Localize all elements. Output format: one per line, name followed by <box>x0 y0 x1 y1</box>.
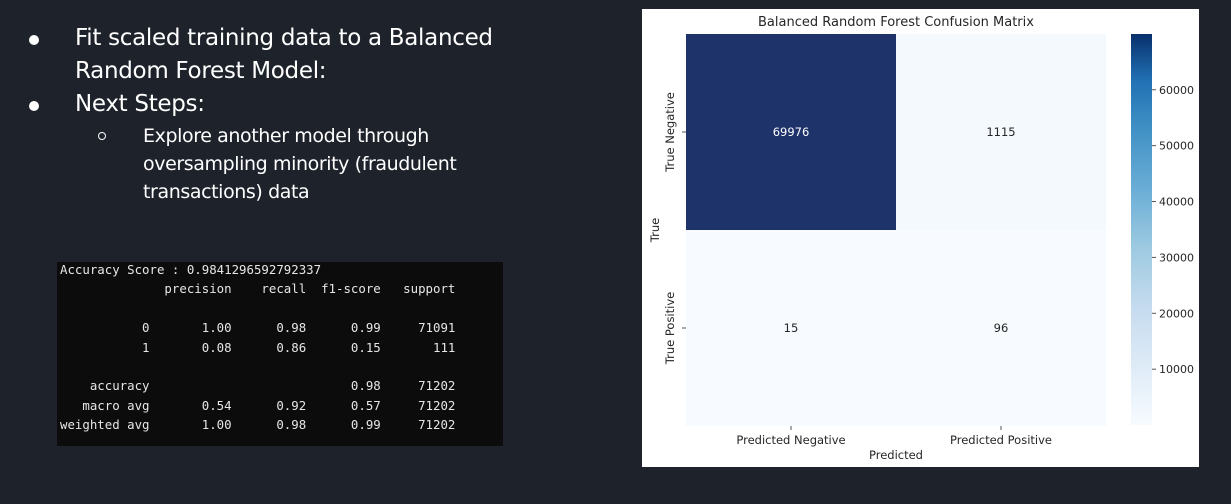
colorbar-tick-label: 30000 <box>1159 251 1194 264</box>
colorbar-tick-label: 50000 <box>1159 140 1194 153</box>
x-tick-label: Predicted Positive <box>950 433 1052 447</box>
y-tick-label: True Negative <box>663 92 677 173</box>
report-line: 1 0.08 0.86 0.15 111 <box>60 339 456 355</box>
cell-value-label: 15 <box>784 321 799 335</box>
bullet-dot <box>29 35 39 45</box>
heatmap-cell <box>686 34 896 230</box>
report-line: precision recall f1-score support <box>60 281 456 297</box>
colorbar-tick-label: 40000 <box>1159 196 1194 209</box>
x-axis-label: Predicted <box>869 448 923 462</box>
heatmap-cell <box>896 230 1106 426</box>
colorbar-tick-label: 60000 <box>1159 84 1194 97</box>
bullet-text: Fit scaled training data to a Balanced <box>75 25 493 51</box>
cell-value-label: 96 <box>994 321 1009 335</box>
confusion-matrix-svg: Balanced Random Forest Confusion Matrix … <box>648 15 1194 462</box>
sub-bullet-ring <box>98 132 106 140</box>
heatmap-cell-labels: 69976 1115 15 96 <box>773 125 1016 335</box>
heatmap-cell <box>686 230 896 426</box>
bullet-text: Next Steps: <box>75 91 205 117</box>
report-line: weighted avg 1.00 0.98 0.99 71202 <box>60 417 456 433</box>
cell-value-label: 1115 <box>986 125 1015 139</box>
bullet-dot <box>29 101 39 111</box>
heatmap-cell <box>896 34 1106 230</box>
colorbar-tick-label: 20000 <box>1159 307 1194 320</box>
x-tick-label: Predicted Negative <box>736 433 845 447</box>
report-line: 0 1.00 0.98 0.99 71091 <box>60 320 456 336</box>
colorbar <box>1131 34 1152 425</box>
cell-value-label: 69976 <box>773 125 810 139</box>
heatmap-cells <box>686 34 1106 426</box>
sub-bullet-text: oversampling minority (fraudulent <box>143 153 457 175</box>
report-line: accuracy 0.98 71202 <box>60 378 456 394</box>
chart-title: Balanced Random Forest Confusion Matrix <box>758 15 1034 30</box>
classification-report: Accuracy Score : 0.9841296592792337 prec… <box>57 262 503 446</box>
heatmap-axes: Predicted Negative Predicted Positive True… <box>663 92 1052 447</box>
y-tick-label: True Positive <box>663 292 677 365</box>
colorbar-tick-label: 10000 <box>1159 363 1194 376</box>
sub-bullet-text: transactions) data <box>143 181 310 203</box>
report-line: macro avg 0.54 0.92 0.57 71202 <box>60 397 456 413</box>
colorbar-ticks: 10000 20000 30000 40000 50000 60000 <box>1152 84 1194 376</box>
sub-bullet-text: Explore another model through <box>143 125 429 147</box>
y-axis-label: True <box>648 218 662 243</box>
report-line: Accuracy Score : 0.9841296592792337 <box>60 262 322 277</box>
confusion-matrix-chart: Balanced Random Forest Confusion Matrix … <box>642 9 1199 467</box>
bullet-text: Random Forest Model: <box>75 58 327 84</box>
